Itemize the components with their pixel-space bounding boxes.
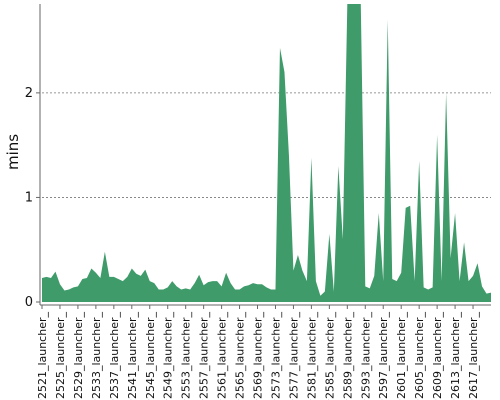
x-tick-label: #2601_launcher_ (395, 312, 408, 400)
x-tick-label: #2549_launcher_ (162, 312, 175, 400)
x-tick-label: #2565_launcher_ (234, 312, 247, 400)
x-tick-label: #2529_launcher_ (72, 312, 85, 400)
x-tick-label: #2553_launcher_ (180, 312, 193, 400)
series-area (42, 4, 491, 302)
x-tick-label: #2609_launcher_ (431, 312, 444, 400)
x-tick-label: #2573_launcher_ (269, 312, 282, 400)
x-tick-label: #2561_launcher_ (216, 312, 229, 400)
x-tick-label: #2613_launcher_ (449, 312, 462, 400)
x-tick-label: #2593_launcher_ (359, 312, 372, 400)
x-tick-label: #2605_launcher_ (413, 312, 426, 400)
y-ticks: 0 1 2 (25, 86, 40, 310)
x-tick-label: #2597_launcher_ (377, 312, 390, 400)
x-tick-label: #2617_launcher_ (467, 312, 480, 400)
x-tick-label: #2581_launcher_ (305, 312, 318, 400)
x-tick-label: #2557_launcher_ (198, 312, 211, 400)
x-tick-label: #2541_launcher_ (126, 312, 139, 400)
y-tick-label: 0 (25, 295, 33, 310)
y-tick-label: 1 (25, 190, 33, 205)
axes (39, 4, 491, 306)
x-tick-label: #2577_launcher_ (287, 312, 300, 400)
x-tick-label: #2585_launcher_ (323, 312, 336, 400)
x-tick-label: #2533_launcher_ (90, 312, 103, 400)
x-tick-label: #2569_launcher_ (252, 312, 265, 400)
x-tick-label: #2589_launcher_ (341, 312, 354, 400)
area-series (42, 4, 491, 302)
y-tick-label: 2 (25, 86, 33, 101)
x-tick-label: #2545_launcher_ (144, 312, 157, 400)
x-tick-label: #2537_launcher_ (108, 312, 121, 400)
y-axis-title: mins (4, 134, 22, 170)
x-tick-label: #2525_launcher_ (54, 312, 67, 400)
grid (42, 92, 491, 198)
x-ticks: #2521_launcher_ #2525_launcher_ #2529_laun… (36, 305, 480, 400)
x-tick-label: #2521_launcher_ (36, 312, 49, 400)
